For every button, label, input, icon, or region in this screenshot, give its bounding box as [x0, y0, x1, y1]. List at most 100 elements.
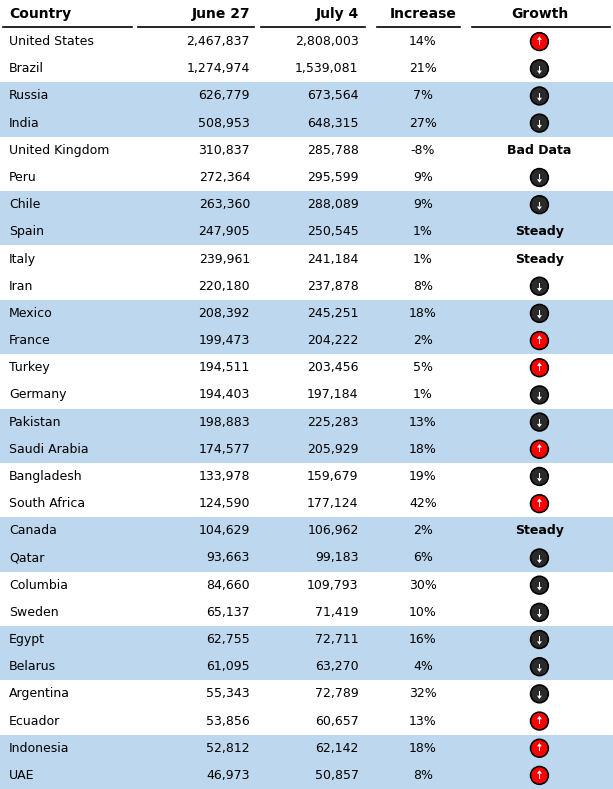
- Text: 60,657: 60,657: [315, 715, 359, 727]
- Text: UAE: UAE: [9, 769, 35, 782]
- Text: 648,315: 648,315: [307, 117, 359, 129]
- Text: 50,857: 50,857: [314, 769, 359, 782]
- Circle shape: [532, 496, 547, 511]
- FancyBboxPatch shape: [539, 720, 540, 724]
- Text: 32%: 32%: [409, 687, 437, 701]
- Polygon shape: [537, 98, 542, 101]
- Text: 1%: 1%: [413, 252, 433, 266]
- Text: Canada: Canada: [9, 525, 57, 537]
- Text: 508,953: 508,953: [199, 117, 250, 129]
- Text: 7%: 7%: [413, 89, 433, 103]
- FancyBboxPatch shape: [0, 626, 613, 653]
- Text: 10%: 10%: [409, 606, 437, 619]
- Text: Egypt: Egypt: [9, 633, 45, 646]
- Text: 295,599: 295,599: [307, 171, 359, 184]
- Text: Columbia: Columbia: [9, 578, 68, 592]
- Text: Argentina: Argentina: [9, 687, 70, 701]
- FancyBboxPatch shape: [0, 191, 613, 219]
- Circle shape: [530, 32, 549, 50]
- Text: Germany: Germany: [9, 388, 67, 402]
- Text: June 27: June 27: [191, 7, 250, 21]
- Text: 52,812: 52,812: [207, 742, 250, 755]
- Circle shape: [530, 549, 549, 567]
- Circle shape: [530, 685, 549, 703]
- Text: 1%: 1%: [413, 388, 433, 402]
- FancyBboxPatch shape: [0, 518, 613, 544]
- Polygon shape: [537, 668, 542, 672]
- Text: 4%: 4%: [413, 660, 433, 673]
- Text: India: India: [9, 117, 40, 129]
- Text: Pakistan: Pakistan: [9, 416, 62, 428]
- Text: Growth: Growth: [511, 7, 568, 21]
- Polygon shape: [537, 335, 542, 338]
- Text: 8%: 8%: [413, 279, 433, 293]
- Text: 13%: 13%: [409, 715, 437, 727]
- Polygon shape: [537, 36, 542, 39]
- Circle shape: [530, 277, 549, 295]
- FancyBboxPatch shape: [0, 273, 613, 300]
- Circle shape: [530, 331, 549, 350]
- FancyBboxPatch shape: [539, 690, 540, 696]
- Text: 21%: 21%: [409, 62, 437, 75]
- Circle shape: [532, 605, 547, 619]
- Polygon shape: [537, 397, 542, 400]
- Circle shape: [532, 116, 547, 130]
- Circle shape: [532, 306, 547, 321]
- Text: 237,878: 237,878: [307, 279, 359, 293]
- Text: Steady: Steady: [515, 226, 564, 238]
- FancyBboxPatch shape: [0, 436, 613, 463]
- Text: 250,545: 250,545: [307, 226, 359, 238]
- Text: 2,467,837: 2,467,837: [186, 35, 250, 48]
- Text: 241,184: 241,184: [307, 252, 359, 266]
- Circle shape: [532, 686, 547, 701]
- Circle shape: [532, 578, 547, 593]
- Text: South Africa: South Africa: [9, 497, 85, 510]
- Circle shape: [530, 495, 549, 513]
- FancyBboxPatch shape: [0, 327, 613, 354]
- Text: 2%: 2%: [413, 334, 433, 347]
- Text: 198,883: 198,883: [199, 416, 250, 428]
- Circle shape: [532, 62, 547, 77]
- Circle shape: [530, 169, 549, 186]
- Text: 5%: 5%: [413, 361, 433, 374]
- Circle shape: [530, 576, 549, 594]
- Circle shape: [530, 630, 549, 649]
- FancyBboxPatch shape: [0, 381, 613, 409]
- Text: 104,629: 104,629: [199, 525, 250, 537]
- Circle shape: [530, 114, 549, 132]
- Text: 199,473: 199,473: [199, 334, 250, 347]
- Polygon shape: [537, 315, 542, 319]
- Circle shape: [530, 386, 549, 404]
- Text: 18%: 18%: [409, 443, 437, 456]
- Text: 72,711: 72,711: [315, 633, 359, 646]
- Circle shape: [532, 333, 547, 348]
- Text: 133,978: 133,978: [199, 470, 250, 483]
- Polygon shape: [537, 478, 542, 481]
- FancyBboxPatch shape: [0, 409, 613, 436]
- Polygon shape: [537, 716, 542, 720]
- Text: 19%: 19%: [409, 470, 437, 483]
- Circle shape: [532, 768, 547, 783]
- Text: 18%: 18%: [409, 307, 437, 320]
- Text: 106,962: 106,962: [307, 525, 359, 537]
- Circle shape: [532, 197, 547, 212]
- Polygon shape: [537, 288, 542, 291]
- Text: 14%: 14%: [409, 35, 437, 48]
- Text: 2%: 2%: [413, 525, 433, 537]
- Text: 42%: 42%: [409, 497, 437, 510]
- Text: 53,856: 53,856: [207, 715, 250, 727]
- Text: 99,183: 99,183: [315, 552, 359, 564]
- Circle shape: [530, 658, 549, 675]
- Circle shape: [530, 196, 549, 214]
- Circle shape: [532, 741, 547, 756]
- Text: 194,403: 194,403: [199, 388, 250, 402]
- Text: France: France: [9, 334, 51, 347]
- Text: 93,663: 93,663: [207, 552, 250, 564]
- Text: United States: United States: [9, 35, 94, 48]
- FancyBboxPatch shape: [539, 65, 540, 70]
- Text: 177,124: 177,124: [307, 497, 359, 510]
- Circle shape: [530, 467, 549, 485]
- FancyBboxPatch shape: [539, 773, 540, 779]
- Text: 16%: 16%: [409, 633, 437, 646]
- Text: Italy: Italy: [9, 252, 36, 266]
